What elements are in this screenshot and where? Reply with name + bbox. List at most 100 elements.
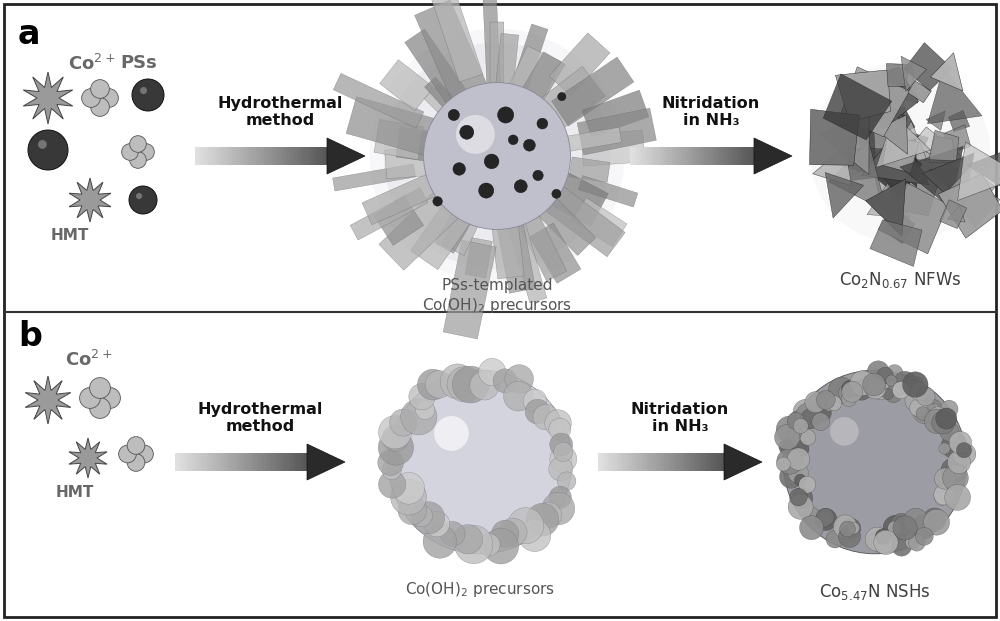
Bar [235, 147, 237, 165]
Bar [611, 453, 613, 471]
Bar [180, 453, 183, 471]
Polygon shape [876, 115, 931, 168]
Circle shape [549, 457, 573, 481]
Polygon shape [847, 148, 885, 181]
Bar [686, 453, 689, 471]
Bar [616, 453, 618, 471]
Polygon shape [542, 184, 625, 256]
Polygon shape [840, 67, 910, 137]
Polygon shape [396, 127, 448, 164]
Circle shape [939, 443, 950, 454]
Bar [742, 147, 744, 165]
Bar [224, 147, 227, 165]
Circle shape [378, 415, 412, 449]
Polygon shape [548, 127, 622, 155]
Bar [221, 147, 224, 165]
Bar [648, 453, 651, 471]
Bar [206, 147, 208, 165]
Bar [696, 453, 699, 471]
Polygon shape [379, 187, 464, 270]
Bar [256, 147, 258, 165]
Text: Hydrothermal
method: Hydrothermal method [197, 402, 323, 434]
Circle shape [484, 154, 499, 169]
Bar [719, 453, 721, 471]
Polygon shape [374, 120, 423, 160]
Circle shape [949, 432, 972, 454]
Bar [640, 147, 642, 165]
Bar [285, 147, 287, 165]
Bar [692, 147, 694, 165]
Text: Co(OH)$_2$ precursors: Co(OH)$_2$ precursors [405, 580, 555, 599]
Bar [223, 453, 225, 471]
Circle shape [833, 515, 857, 538]
Circle shape [388, 370, 572, 554]
Bar [281, 453, 283, 471]
Polygon shape [483, 0, 501, 86]
Bar [244, 453, 246, 471]
Polygon shape [415, 0, 487, 101]
Circle shape [526, 503, 559, 536]
Polygon shape [465, 238, 492, 278]
Circle shape [805, 392, 826, 413]
Circle shape [390, 409, 417, 436]
Circle shape [398, 496, 427, 525]
Bar [264, 147, 266, 165]
Circle shape [424, 83, 570, 229]
Bar [319, 147, 322, 165]
Circle shape [393, 473, 425, 504]
Circle shape [525, 399, 550, 424]
Bar [618, 453, 621, 471]
Circle shape [872, 381, 890, 400]
Circle shape [891, 514, 913, 536]
Circle shape [378, 450, 404, 476]
Polygon shape [967, 152, 1000, 187]
Bar [246, 453, 249, 471]
Text: PSs-templated
Co(OH)$_2$ precursors: PSs-templated Co(OH)$_2$ precursors [422, 278, 572, 315]
Bar [209, 453, 212, 471]
Circle shape [865, 527, 889, 551]
Bar [749, 147, 752, 165]
Circle shape [425, 371, 453, 398]
Circle shape [519, 519, 551, 551]
Circle shape [130, 135, 146, 152]
Polygon shape [835, 70, 890, 122]
Bar [175, 453, 178, 471]
Text: b: b [18, 320, 42, 353]
Bar [306, 147, 309, 165]
Polygon shape [902, 166, 946, 201]
Circle shape [860, 377, 876, 393]
Bar [637, 147, 640, 165]
Circle shape [533, 170, 543, 181]
Circle shape [787, 448, 810, 470]
Circle shape [508, 507, 544, 544]
Bar [245, 147, 248, 165]
Polygon shape [754, 138, 792, 174]
Circle shape [382, 425, 409, 451]
Polygon shape [333, 73, 424, 129]
Polygon shape [872, 124, 928, 183]
Bar [601, 453, 603, 471]
Bar [714, 453, 716, 471]
Polygon shape [529, 223, 581, 283]
Circle shape [820, 393, 838, 411]
Circle shape [90, 397, 110, 419]
Circle shape [924, 509, 950, 535]
Bar [296, 453, 299, 471]
Circle shape [814, 404, 831, 422]
Polygon shape [385, 145, 455, 179]
Polygon shape [949, 111, 970, 132]
Bar [232, 147, 235, 165]
Bar [212, 453, 215, 471]
Circle shape [780, 465, 803, 488]
Polygon shape [350, 188, 428, 240]
Circle shape [840, 521, 855, 537]
Circle shape [793, 419, 808, 433]
Bar [204, 453, 207, 471]
Circle shape [872, 532, 893, 553]
Bar [684, 453, 686, 471]
Circle shape [863, 373, 885, 396]
Bar [278, 453, 281, 471]
Circle shape [779, 439, 794, 455]
Polygon shape [886, 161, 940, 215]
Text: Nitridation
in NH₃: Nitridation in NH₃ [631, 402, 729, 434]
